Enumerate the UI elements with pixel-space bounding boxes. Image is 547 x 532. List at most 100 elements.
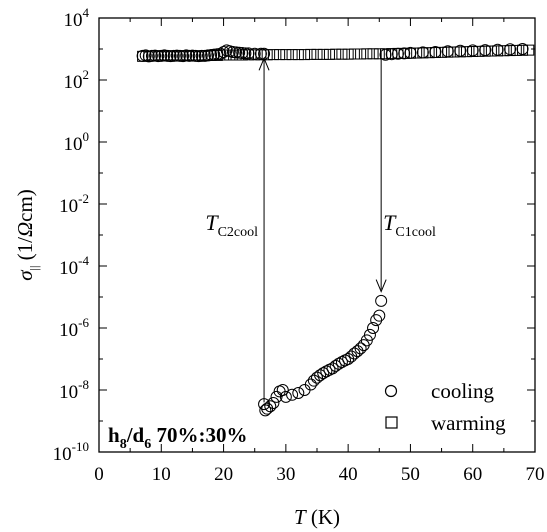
marker-warming — [292, 49, 304, 61]
y-tick-base: 10 — [64, 10, 83, 31]
data-markers — [136, 43, 535, 417]
sample-label-h-sub: 8 — [120, 437, 127, 452]
sample-label-d-sub: 6 — [144, 437, 151, 452]
marker-warming — [323, 48, 335, 60]
marker-warming — [199, 50, 211, 62]
legend: cooling warming — [384, 379, 506, 435]
marker-cooling — [326, 362, 339, 375]
marker-cooling — [320, 365, 333, 378]
marker-warming — [373, 48, 385, 60]
marker-warming — [485, 45, 497, 57]
marker-warming — [504, 45, 516, 57]
marker-warming — [498, 45, 510, 57]
x-tick-label: 50 — [401, 464, 420, 485]
y-axis-subscript: || — [27, 266, 41, 271]
marker-warming — [211, 49, 223, 61]
marker-cooling — [332, 357, 345, 370]
marker-warming — [361, 48, 373, 60]
marker-warming — [517, 44, 529, 56]
x-axis-symbol: T — [294, 505, 307, 529]
x-tick-label: 30 — [276, 464, 295, 485]
marker-cooling — [239, 47, 252, 60]
y-tick-exponent: -2 — [78, 191, 89, 206]
sample-label-slash: / — [126, 423, 134, 447]
marker-warming — [162, 50, 174, 62]
marker-warming — [479, 45, 491, 57]
marker-warming — [367, 48, 379, 60]
y-tick-base: 10 — [59, 382, 78, 403]
y-tick-base: 10 — [64, 72, 83, 93]
marker-warming — [467, 46, 479, 58]
y-axis-symbol: σ — [13, 269, 37, 281]
marker-warming — [492, 45, 504, 57]
marker-warming — [355, 48, 367, 60]
marker-warming — [255, 49, 267, 61]
marker-warming — [249, 49, 261, 61]
marker-cooling — [304, 378, 317, 391]
marker-warming — [342, 48, 354, 60]
x-axis-label: T (K) — [294, 505, 340, 529]
y-tick-label: 100 — [64, 129, 90, 155]
marker-cooling — [329, 359, 342, 372]
marker-warming — [274, 49, 286, 61]
marker-warming — [380, 48, 392, 60]
legend-marker-cooling — [384, 384, 398, 398]
x-tick-label: 40 — [339, 464, 358, 485]
marker-warming — [143, 50, 155, 62]
marker-cooling — [267, 397, 280, 410]
marker-cooling — [226, 46, 239, 59]
marker-warming — [236, 49, 248, 61]
y-tick-exponent: 2 — [83, 67, 90, 82]
annotation-label: TC1cool — [383, 210, 436, 240]
x-tick-label: 10 — [152, 464, 171, 485]
sample-label-composition: 70%:30% — [151, 423, 247, 447]
annotation-arrow-head — [375, 279, 387, 293]
annotation-subscript: C1cool — [395, 225, 436, 240]
y-tick-base: 10 — [59, 196, 78, 217]
x-tick-label: 0 — [94, 464, 104, 485]
y-axis-unit-omega: Ω — [13, 222, 37, 237]
marker-cooling — [279, 390, 292, 403]
marker-cooling — [264, 400, 277, 413]
y-tick-exponent: -8 — [78, 377, 89, 392]
axis-ticks — [98, 17, 536, 453]
marker-cooling — [373, 309, 386, 322]
marker-warming — [510, 44, 522, 56]
y-tick-exponent: 0 — [83, 129, 90, 144]
marker-warming — [155, 50, 167, 62]
annotation-symbol: T — [205, 210, 219, 235]
marker-cooling — [354, 342, 367, 355]
y-tick-label: 104 — [64, 5, 90, 31]
marker-cooling — [375, 294, 388, 307]
marker-cooling — [311, 371, 323, 384]
marker-warming — [423, 47, 435, 59]
y-tick-base: 10 — [59, 320, 78, 341]
marker-warming — [186, 50, 198, 62]
legend-marker-warming — [385, 416, 398, 429]
x-tick-label: 60 — [463, 464, 482, 485]
x-tick-label: 20 — [214, 464, 233, 485]
marker-warming — [137, 50, 149, 62]
marker-warming — [311, 48, 323, 60]
marker-warming — [330, 48, 342, 60]
y-axis-unit-suffix: cm) — [13, 189, 37, 222]
marker-cooling — [314, 369, 327, 382]
y-tick-base: 10 — [53, 444, 72, 465]
annotation-arrow-head — [258, 57, 270, 71]
y-tick-exponent: -4 — [78, 253, 89, 268]
marker-warming — [348, 48, 360, 60]
y-tick-label: 10-4 — [59, 253, 89, 279]
marker-warming — [305, 48, 317, 60]
marker-warming — [411, 47, 423, 59]
marker-cooling — [292, 387, 305, 400]
marker-warming — [448, 46, 460, 58]
marker-warming — [392, 47, 404, 59]
marker-warming — [218, 49, 230, 61]
legend-label-warming: warming — [431, 411, 506, 435]
marker-warming — [442, 46, 454, 58]
y-tick-label: 10-10 — [53, 439, 89, 465]
marker-cooling — [276, 384, 289, 396]
annotations: TC2cool TC1cool — [205, 52, 436, 403]
